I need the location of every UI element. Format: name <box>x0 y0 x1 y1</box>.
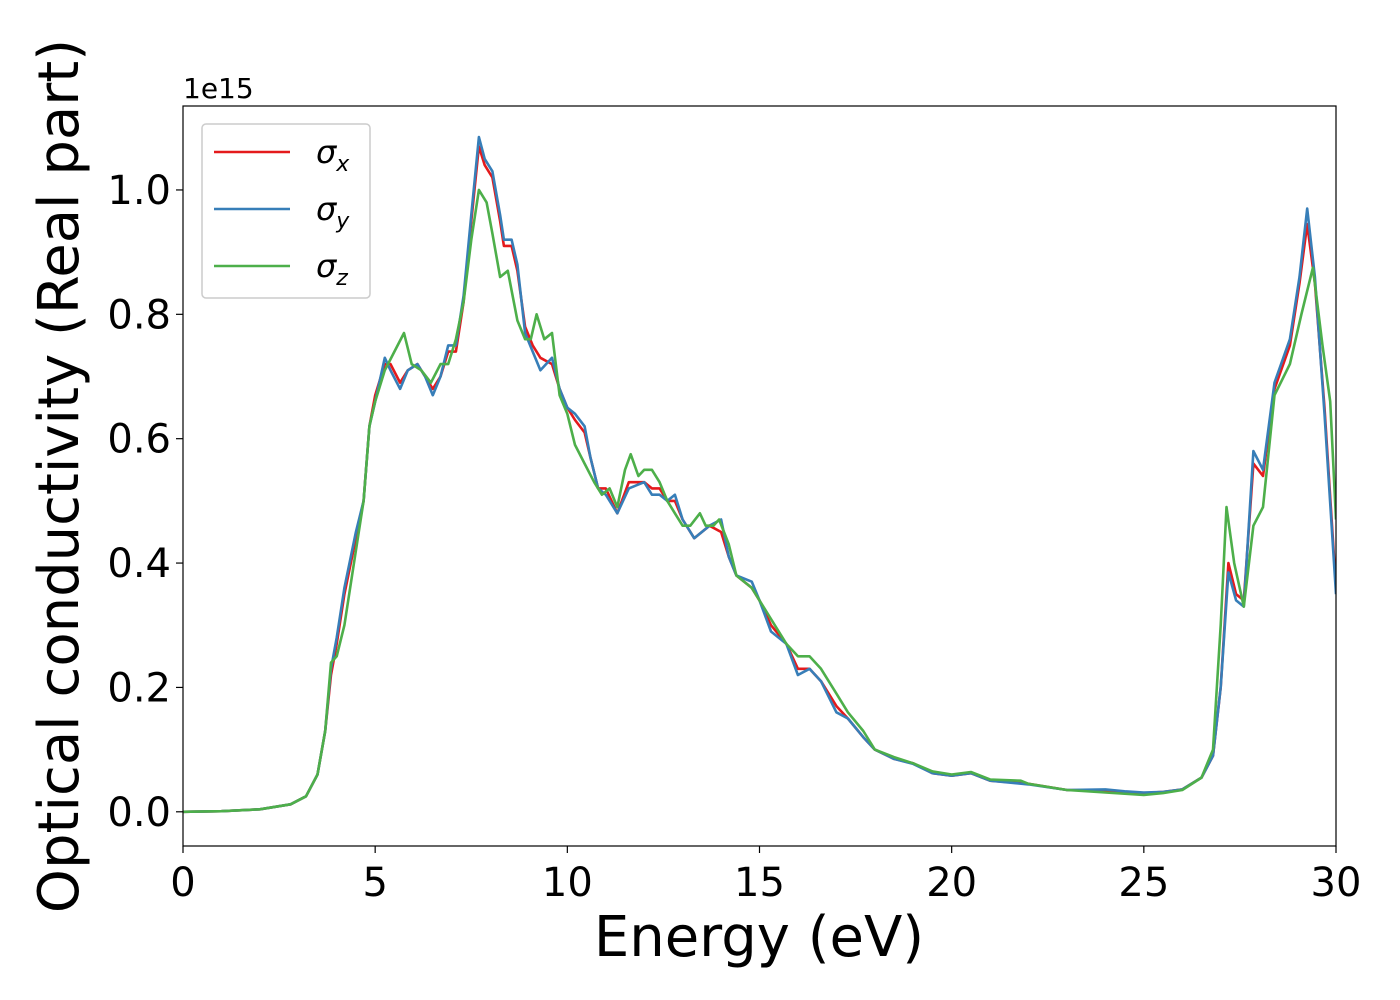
legend-label-y: σy <box>316 190 350 234</box>
series-line-z <box>183 188 1336 814</box>
y-tick-label: 0.6 <box>107 417 171 463</box>
plot-area <box>183 106 1336 846</box>
y-tick-label: 0.8 <box>107 292 171 338</box>
y-axis: 0.0 0.2 0.4 0.6 0.8 1.0 <box>107 168 183 836</box>
y-tick-label: 0.4 <box>107 541 171 587</box>
y-offset-label: 1e15 <box>183 72 254 105</box>
x-axis: 0 5 10 15 20 25 30 <box>170 846 1361 906</box>
x-axis-label: Energy (eV) <box>594 905 924 970</box>
x-tick-label: 0 <box>170 860 195 906</box>
y-tick-label: 0.2 <box>107 665 171 711</box>
y-tick-label: 0.0 <box>107 790 171 836</box>
x-tick-label: 15 <box>734 860 785 906</box>
y-axis-label: Optical conductivity (Real part) <box>27 39 92 913</box>
x-tick-label: 20 <box>926 860 977 906</box>
legend-label-z: σz <box>316 247 348 291</box>
x-tick-label: 5 <box>362 860 387 906</box>
x-tick-label: 10 <box>542 860 593 906</box>
series-layer <box>183 135 1336 814</box>
legend-box <box>201 123 371 299</box>
x-tick-label: 30 <box>1311 860 1362 906</box>
legend: σx σy σz <box>201 123 371 299</box>
y-tick-label: 1.0 <box>107 168 171 214</box>
x-tick-label: 25 <box>1118 860 1169 906</box>
legend-label-x: σx <box>316 133 350 177</box>
